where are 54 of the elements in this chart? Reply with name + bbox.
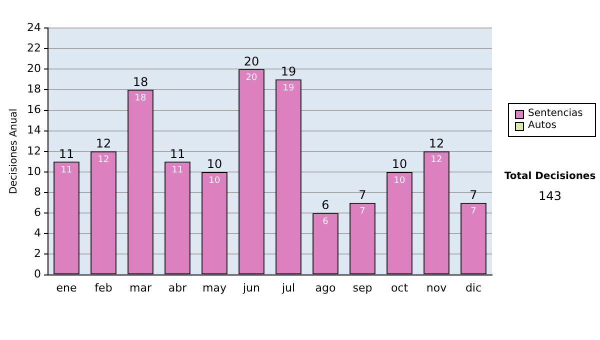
y-tick-label: 0 [34, 268, 41, 281]
total-label: 10 [392, 157, 408, 172]
data-label: 11 [172, 166, 184, 176]
total-label: 19 [280, 64, 296, 79]
x-tick-label: oct [390, 281, 409, 294]
legend-label: Sentencias [528, 108, 583, 120]
data-label: 10 [394, 176, 406, 186]
x-tick-label: sep [352, 281, 372, 294]
data-label: 12 [430, 155, 442, 166]
x-tick-label: nov [426, 281, 448, 294]
y-tick-label: 10 [26, 164, 41, 178]
total-label: 12 [428, 136, 444, 151]
total-label: 18 [132, 74, 148, 89]
legend-label: Autos [528, 120, 556, 132]
text: Total Decisiones [503, 171, 597, 182]
x-tick-label: may [202, 281, 227, 294]
x-tick-label: ago [315, 281, 336, 294]
total-label: 12 [96, 136, 112, 151]
data-label: 19 [282, 83, 294, 94]
data-label: 7 [470, 206, 476, 217]
y-tick-label: 8 [34, 185, 41, 198]
y-tick-label: 2 [34, 247, 41, 260]
data-label: 11 [60, 166, 72, 176]
text: 143 [538, 189, 562, 203]
y-tick-label: 6 [34, 206, 41, 219]
x-tick-label: jul [280, 281, 296, 294]
x-tick-label: jun [242, 281, 260, 294]
y-tick-label: 12 [26, 144, 41, 158]
total-label: 20 [244, 54, 260, 68]
x-tick-label: ene [56, 281, 77, 294]
data-label: 6 [322, 216, 329, 227]
y-tick-label: 14 [26, 124, 41, 137]
x-tick-label: feb [94, 281, 112, 294]
x-tick-label: abr [168, 281, 188, 294]
y-tick-label: 16 [26, 103, 41, 116]
total-label: 6 [322, 198, 330, 212]
x-tick-label: mar [130, 281, 152, 294]
data-label: 10 [208, 176, 220, 186]
y-axis-title: Decisiones Anual [8, 108, 20, 194]
y-tick-label: 4 [34, 226, 41, 240]
y-tick-label: 18 [26, 82, 41, 96]
data-label: 18 [134, 94, 146, 104]
total-label: 10 [206, 157, 222, 172]
data-label: 20 [246, 72, 258, 83]
total-label: 11 [58, 146, 74, 161]
data-label: 7 [360, 206, 366, 217]
total-label: 7 [358, 188, 366, 202]
y-tick-label: 20 [26, 62, 41, 75]
total-label: 11 [170, 146, 186, 161]
total-label: 7 [470, 188, 478, 202]
data-label: 12 [98, 155, 110, 166]
y-tick-label: 22 [26, 41, 41, 54]
x-tick-label: dic [465, 281, 482, 294]
y-tick-label: 24 [26, 20, 41, 34]
